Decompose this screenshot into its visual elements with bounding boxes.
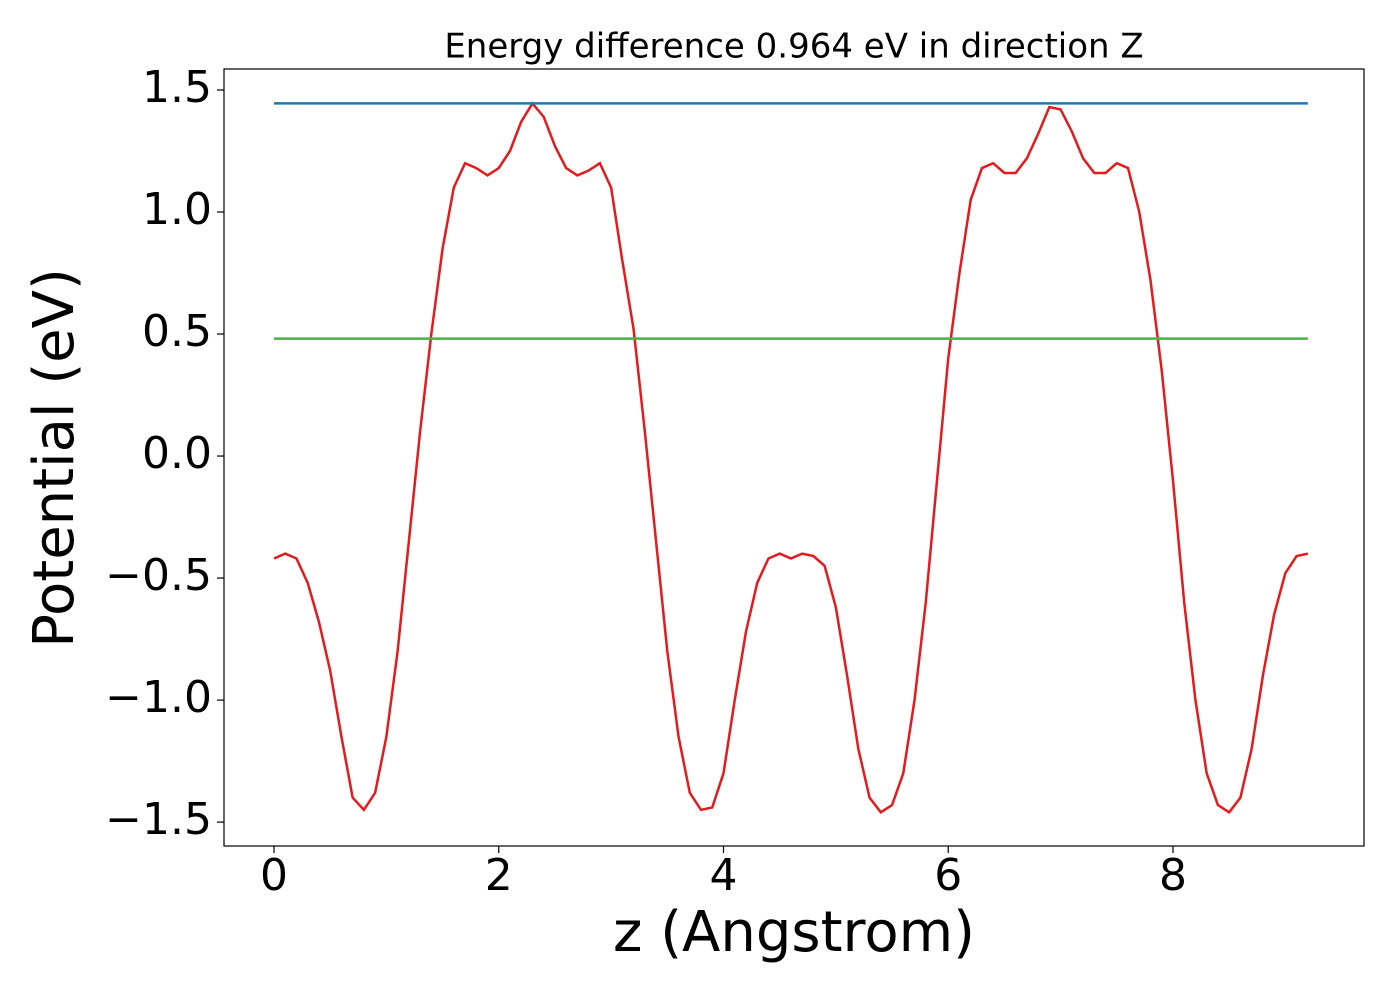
y-tick-label: −0.5: [105, 550, 212, 601]
y-tick-label: 1.0: [142, 184, 212, 235]
y-tick-label: 1.5: [142, 62, 212, 113]
plot-frame: [223, 68, 1365, 847]
x-tick-label: 4: [709, 850, 737, 901]
x-tick-label: 0: [260, 850, 288, 901]
x-tick-label: 8: [1159, 850, 1187, 901]
x-tick-label: 2: [485, 850, 513, 901]
x-axis-label: z (Angstrom): [613, 900, 975, 965]
y-tick-label: −1.5: [105, 794, 212, 845]
chart-title: Energy difference 0.964 eV in direction …: [444, 27, 1143, 67]
y-tick-label: −1.0: [105, 672, 212, 723]
y-tick-label: 0.0: [142, 428, 212, 479]
y-tick-label: 0.5: [142, 306, 212, 357]
data-line: [273, 101, 1309, 814]
x-tick-label: 6: [934, 850, 962, 901]
y-axis-label: Potential (eV): [22, 268, 87, 648]
